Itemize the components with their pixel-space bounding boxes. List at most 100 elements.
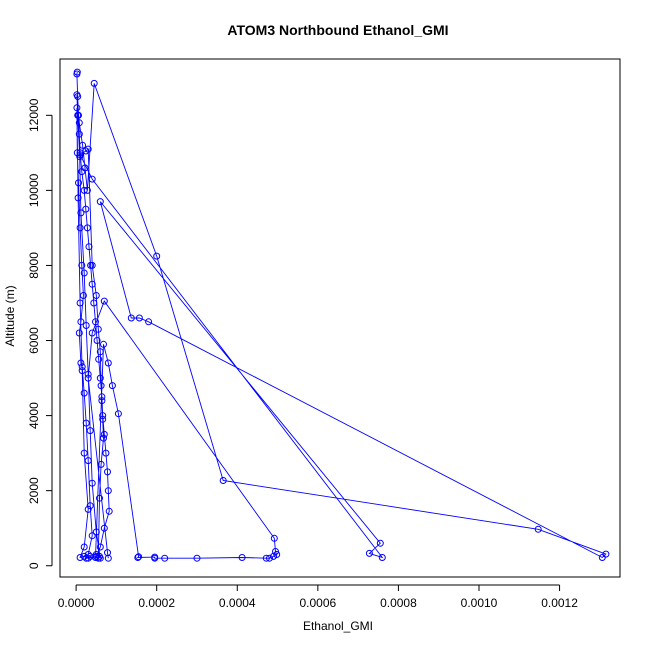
data-point: [193, 554, 201, 562]
data-point: [77, 318, 85, 326]
data-point: [94, 554, 102, 562]
x-tick-label: 0.0000: [58, 596, 95, 610]
data-point: [74, 194, 82, 202]
data-point: [80, 389, 88, 397]
data-point: [88, 479, 96, 487]
data-point: [79, 292, 87, 299]
data-point: [80, 543, 88, 551]
data-point: [77, 359, 85, 367]
data-point: [86, 552, 94, 560]
data-point: [85, 243, 93, 251]
data-point: [82, 205, 90, 213]
data-point: [80, 186, 88, 194]
y-tick-label: 4000: [27, 402, 41, 429]
data-point: [219, 477, 227, 484]
y-axis-label: Altitude (m): [3, 285, 17, 346]
plot-area: 0.0000 0.0002 0.0004 0.0006 0.0008 0.0010 0.00…: [27, 58, 621, 610]
data-point: [90, 299, 98, 307]
data-point: [77, 209, 85, 217]
data-point: [73, 104, 81, 112]
data-point: [88, 532, 96, 540]
y-tick-label: 8000: [27, 252, 41, 279]
data-point: [100, 434, 107, 442]
data-point: [82, 419, 90, 427]
data-point: [99, 415, 107, 423]
data-point: [97, 460, 105, 468]
data-point: [92, 292, 100, 299]
plot-frame: [59, 58, 621, 578]
data-point: [105, 507, 113, 515]
x-tick-label: 0.0008: [380, 596, 417, 610]
data-point: [376, 539, 384, 547]
data-point: [100, 297, 108, 305]
y-tick-label: 10000: [27, 173, 41, 207]
x-tick-label: 0.0004: [219, 596, 256, 610]
data-point: [73, 91, 81, 99]
y-tick-label: 0: [27, 562, 41, 569]
data-point: [76, 151, 84, 159]
data-point: [135, 314, 143, 322]
data-point: [82, 322, 90, 329]
x-tick-label: 0.0012: [541, 596, 578, 610]
data-point: [96, 348, 104, 356]
data-point: [270, 534, 278, 542]
data-point: [96, 543, 104, 551]
data-point: [75, 179, 82, 187]
data-point: [92, 528, 100, 536]
data-point: [127, 314, 135, 322]
data-point: [104, 554, 112, 562]
data-point: [80, 449, 88, 457]
data-point: [145, 318, 153, 326]
data-point: [153, 252, 161, 260]
y-tick-label: 6000: [27, 327, 41, 354]
data-point: [102, 449, 110, 457]
data-point: [82, 554, 90, 562]
data-point: [114, 410, 122, 418]
data-point: [108, 382, 116, 390]
data-point: [96, 198, 104, 206]
data-point: [96, 494, 103, 502]
data-point: [104, 468, 111, 476]
x-axis-label: Ethanol_GMI: [303, 619, 373, 633]
data-point: [88, 175, 96, 183]
data-point: [86, 427, 94, 435]
data-point: [78, 363, 86, 371]
data-point: [74, 111, 82, 119]
data-point: [100, 340, 107, 348]
data-point: [84, 370, 92, 378]
data-point: [96, 374, 104, 382]
data-point: [88, 329, 96, 337]
data-point: [97, 382, 105, 390]
x-tick-label: 0.0002: [138, 596, 175, 610]
series-line: [76, 72, 607, 560]
data-point: [134, 554, 142, 561]
data-point: [94, 325, 102, 333]
data-point: [99, 412, 107, 420]
data-point: [81, 164, 89, 172]
data-point: [83, 186, 91, 194]
data-point: [378, 554, 386, 561]
data-point: [98, 393, 106, 401]
data-point: [161, 554, 169, 562]
chart-title: ATOM3 Northbound Ethanol_GMI: [227, 22, 448, 38]
data-point: [84, 551, 92, 558]
data-point: [75, 130, 83, 138]
data-point: [75, 119, 83, 127]
data-point: [598, 554, 606, 561]
data-point: [238, 554, 246, 561]
data-point: [96, 554, 104, 562]
data-point: [272, 548, 279, 555]
x-tick-label: 0.0010: [461, 596, 498, 610]
data-point: [92, 318, 99, 326]
data-point: [73, 70, 81, 78]
data-point: [100, 430, 108, 438]
data-point: [104, 487, 112, 495]
data-point: [76, 299, 84, 307]
data-point: [95, 355, 103, 363]
data-point: [100, 524, 108, 532]
data-point: [262, 554, 270, 562]
data-point: [75, 329, 83, 337]
data-point: [83, 224, 91, 232]
data-point: [534, 525, 542, 533]
data-point: [151, 554, 159, 562]
